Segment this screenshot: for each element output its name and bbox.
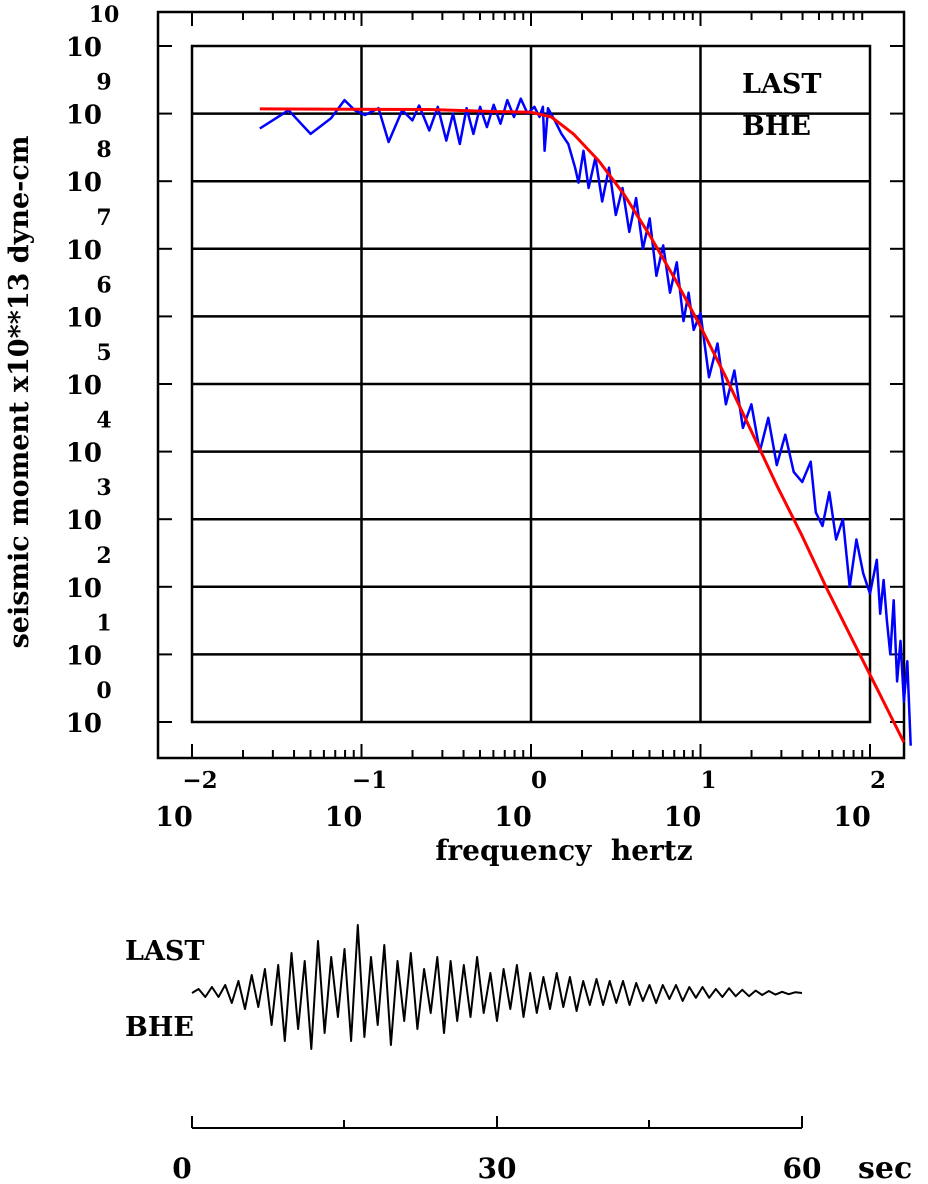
y-axis-label: seismic moment x10**13 dyne-cm: [4, 136, 35, 649]
y-tick-base: 10: [66, 506, 102, 536]
seismogram-station-label: LAST: [125, 936, 205, 967]
y-tick-base: 10: [66, 168, 102, 198]
station-label: LAST: [742, 69, 822, 100]
x-tick-exponent: −2: [182, 767, 217, 794]
y-tick-base: 10: [66, 641, 102, 671]
y-tick-exponent: 1: [96, 610, 111, 636]
y-tick-base: 10: [66, 371, 102, 401]
y-tick-exponent: 10: [89, 2, 120, 28]
x-tick-base: 10: [155, 802, 193, 833]
y-tick-exponent: 5: [96, 340, 111, 366]
x-tick-base: 10: [494, 802, 532, 833]
seismogram-waveform: [191, 924, 803, 1050]
x-tick-exponent: 1: [700, 767, 716, 794]
x-tick-exponent: 0: [531, 767, 547, 794]
y-tick-base: 10: [66, 33, 102, 63]
model-fit-line: [259, 107, 906, 743]
y-tick-base: 10: [66, 236, 102, 266]
y-tick-exponent: 3: [96, 475, 111, 501]
observed-spectrum-line: [259, 97, 912, 746]
y-tick-exponent: 9: [96, 70, 111, 96]
y-tick-exponent: 0: [96, 678, 111, 704]
seismogram-component-label: BHE: [125, 1012, 194, 1043]
y-tick-base: 10: [66, 101, 102, 131]
x-axis-label: frequency hertz: [435, 834, 692, 867]
x-tick-exponent: 2: [870, 767, 886, 794]
y-tick-base: 10: [66, 574, 102, 604]
y-tick-labels: 10 10 10 9 10 8 10 7 10 6 10 5 10 4 10 3 10 2 10 1 10 0: [66, 2, 120, 739]
y-tick-exponent: 6: [96, 272, 111, 298]
y-tick-base: 10: [66, 439, 102, 469]
x-tick-base: 10: [664, 802, 702, 833]
y-tick-exponent: 8: [96, 137, 111, 163]
y-tick-exponent: 7: [96, 205, 111, 231]
component-label: BHE: [742, 111, 811, 142]
time-tick-label-0: 0: [172, 1152, 191, 1184]
spectrum-grid: [192, 46, 870, 722]
y-tick-base: 10: [66, 303, 102, 333]
y-tick-base: 10: [66, 709, 102, 739]
time-axis: 0 30 60 sec: [172, 1116, 912, 1184]
time-unit-label: sec: [858, 1151, 912, 1184]
time-tick-label-60: 60: [783, 1152, 822, 1184]
x-tick-labels: −2 10 −1 10 0 10 1 10 2 10: [155, 767, 886, 833]
seismogram-chart: LAST BHE 0 30 60 sec: [125, 924, 912, 1184]
time-tick-label-30: 30: [478, 1152, 517, 1184]
x-tick-base: 10: [833, 802, 871, 833]
y-tick-exponent: 4: [96, 408, 111, 434]
y-tick-exponent: 2: [96, 543, 111, 569]
x-tick-exponent: −1: [352, 767, 387, 794]
x-tick-base: 10: [325, 802, 363, 833]
